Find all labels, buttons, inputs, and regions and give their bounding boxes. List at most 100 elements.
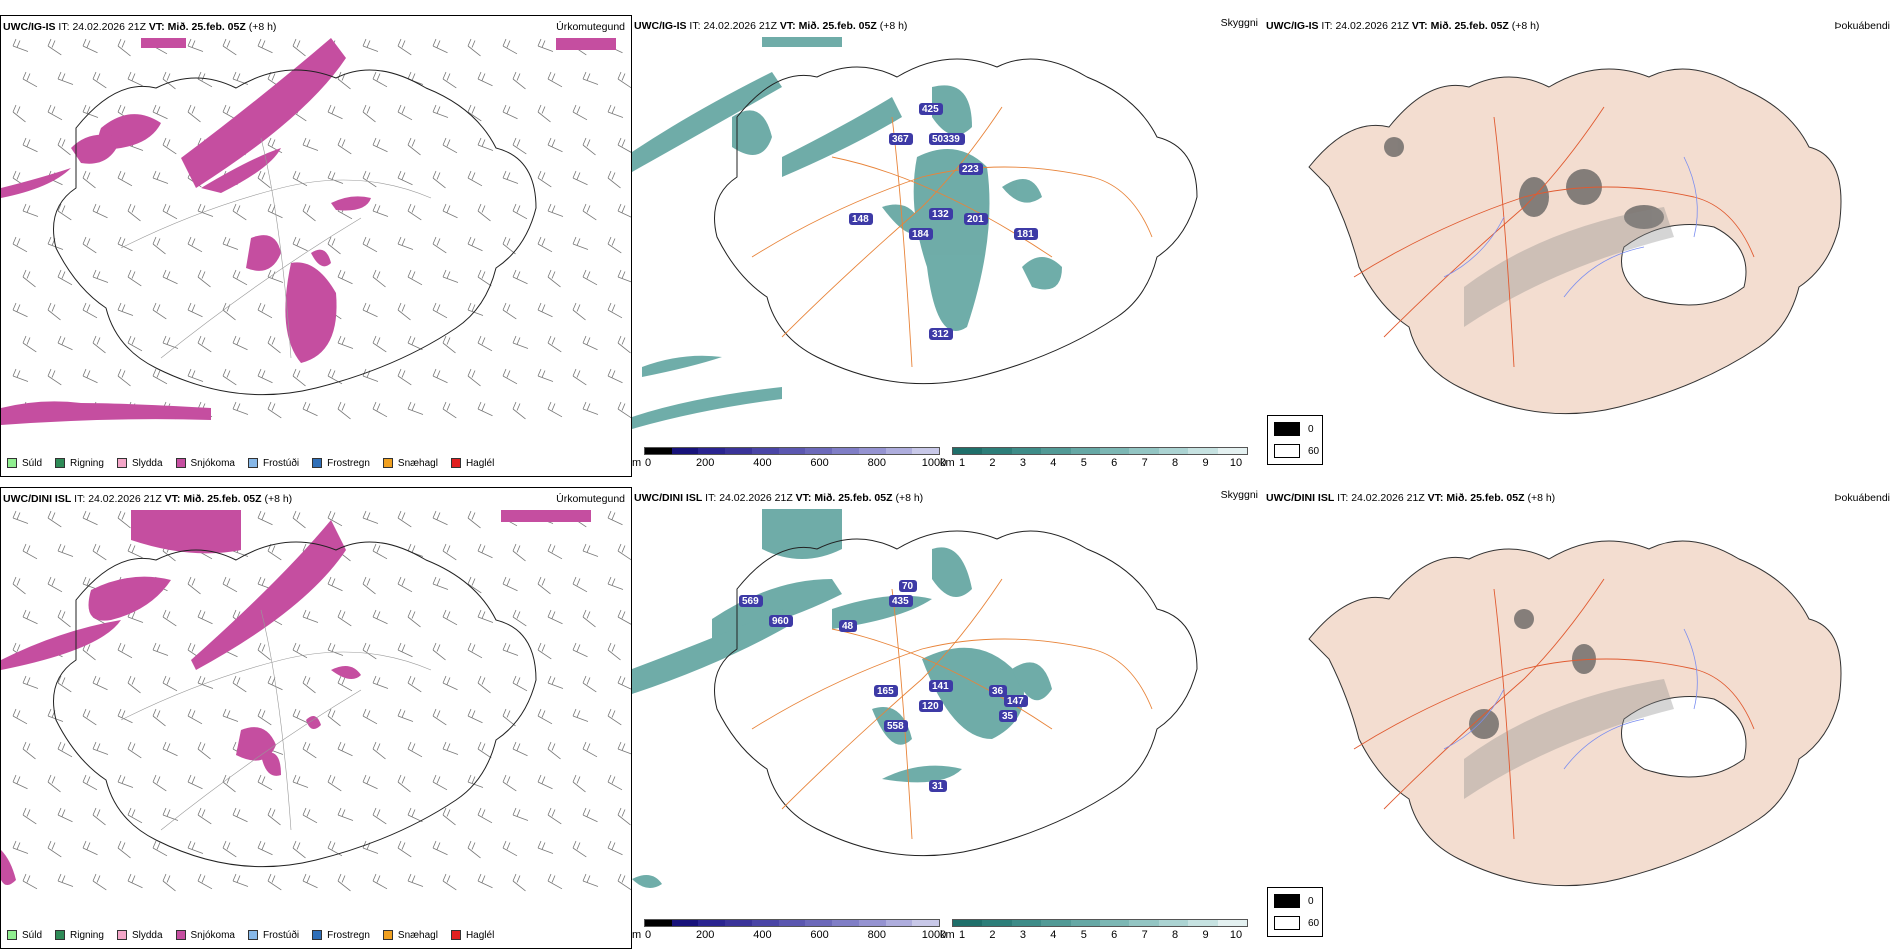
legend-label: Frostúði [262, 457, 300, 469]
wind-barb [222, 840, 237, 858]
ceiling-label: 312 [932, 329, 949, 340]
wind-barb [512, 609, 527, 627]
visibility-tick-label: 7 [1141, 929, 1148, 941]
wind-barb [477, 71, 493, 87]
wind-barb [187, 840, 204, 854]
wind-barb [232, 807, 248, 823]
wind-barb [82, 774, 98, 791]
parameter-name: Þokuábendi [1834, 20, 1890, 32]
wind-barb [407, 203, 422, 221]
ceiling-marker [839, 620, 857, 632]
fog-key-label: 60 [1308, 917, 1320, 929]
roads [751, 578, 1153, 840]
wind-barb [477, 543, 493, 559]
visibility-scale: km 1 2 3 4 5 6 7 8 9 10 [940, 919, 1256, 947]
wind-barb [432, 840, 448, 856]
wind-barb [502, 840, 518, 857]
wind-barb [547, 675, 564, 689]
legend-item: Snæhagl [382, 929, 438, 941]
ceiling-marker [929, 208, 953, 220]
ceiling-label: 181 [1017, 229, 1034, 240]
wind-barb [337, 609, 352, 627]
wind-barb [617, 543, 631, 561]
wind-barb [82, 302, 98, 319]
wind-barb [617, 335, 631, 354]
it-label: IT: [705, 492, 717, 504]
ceiling-label: 558 [887, 721, 904, 732]
ceiling-marker [929, 328, 953, 340]
glacier [1621, 224, 1747, 306]
ceiling-label: 425 [922, 104, 939, 115]
wind-barb [117, 236, 133, 252]
wind-barb [127, 741, 142, 759]
legend-item: Haglél [450, 929, 495, 941]
legend-label: Súld [22, 929, 43, 941]
ceiling-label: 48 [842, 621, 854, 632]
visibility-tick-label: 3 [1019, 457, 1026, 469]
visibility-tick-label: 10 [1229, 929, 1243, 941]
lead-time: (+8 h) [879, 20, 908, 32]
wind-barb [267, 873, 282, 891]
wind-barb [582, 71, 599, 85]
wind-barb [152, 840, 168, 857]
legend-swatch [312, 930, 323, 940]
precip-type-map [1, 38, 631, 425]
wind-barb [442, 741, 459, 755]
legend-item: Snæhagl [382, 458, 438, 469]
wind-barb [512, 335, 529, 349]
wind-barb [302, 203, 316, 222]
wind-barb [502, 236, 516, 255]
it-value: 24.02.2026 21Z [88, 493, 162, 505]
wind-barb [617, 269, 631, 283]
wind-barb [92, 675, 108, 691]
precip-type-legend: Súld Rigning Slydda Snjókoma Frostúði Frostre… [7, 456, 507, 470]
ceiling-marker [889, 595, 913, 607]
legend-swatch [7, 458, 17, 468]
ceiling-tick-label: 0 [644, 929, 652, 941]
fog-key-row: 0 [1274, 894, 1314, 908]
legend-label: Haglél [465, 929, 495, 941]
wind-barb [127, 269, 142, 287]
wind-barb [512, 807, 529, 821]
wind-barb [22, 675, 39, 689]
wind-barb [12, 236, 28, 253]
wind-barb [407, 873, 424, 887]
wind-barb [327, 170, 344, 184]
wind-barb [372, 335, 387, 353]
wind-barb [432, 236, 447, 254]
legend-label: Snæhagl [397, 929, 438, 941]
glacier [1621, 696, 1747, 778]
wind-barb [117, 708, 133, 724]
wind-barb [267, 137, 283, 154]
wind-barb [547, 137, 563, 153]
wind-barb [302, 137, 319, 151]
wind-barb [22, 269, 36, 288]
ceiling-marker [929, 680, 953, 692]
wind-barb [442, 609, 458, 626]
wind-barb [92, 71, 107, 89]
legend-label: Frostúði [262, 929, 300, 941]
ceiling-colorbar [644, 447, 940, 455]
fog-shading [1469, 609, 1596, 739]
ceiling-tick-label: 1000 [921, 929, 947, 941]
wind-barb [197, 269, 211, 288]
visibility-tick-label: 8 [1172, 929, 1179, 941]
legend-label: Snjókoma [190, 929, 235, 941]
ceiling-unit: m [632, 457, 642, 469]
wind-barb [432, 576, 449, 590]
wind-barb [477, 873, 493, 889]
wind-barb [582, 675, 597, 693]
wind-barb [432, 170, 446, 189]
ceiling-marker [919, 103, 943, 115]
legend-swatch [7, 930, 17, 940]
wind-barb [442, 203, 458, 219]
wind-barb [512, 675, 528, 692]
wind-barb [502, 104, 518, 120]
fog-key-label: 0 [1308, 895, 1314, 907]
wind-barb [162, 203, 178, 220]
wind-barb [512, 203, 528, 220]
wind-barb [117, 170, 133, 187]
ceiling-label: 367 [892, 134, 909, 145]
wind-barb [22, 609, 38, 625]
visibility-colorbar [952, 919, 1248, 927]
